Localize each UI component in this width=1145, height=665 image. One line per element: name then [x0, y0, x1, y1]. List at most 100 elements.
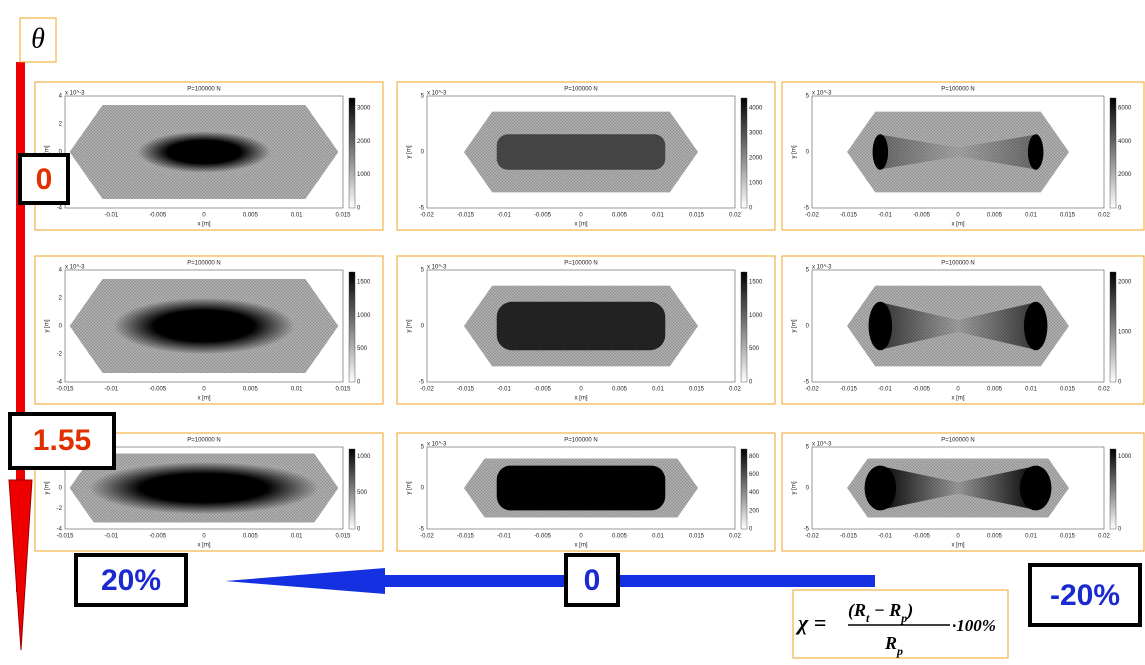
x-tick-label: 0.005 — [612, 534, 628, 540]
chi-arrow-head — [225, 568, 385, 594]
colorbar — [740, 97, 748, 209]
colorbar-tick-label: 1500 — [357, 280, 371, 286]
x-tick-label: -0.01 — [497, 387, 511, 393]
y-tick-label: 0 — [806, 324, 810, 330]
colorbar — [348, 97, 356, 209]
x-tick-label: 0.01 — [652, 213, 664, 219]
x-tick-label: 0.01 — [1025, 534, 1037, 540]
colorbar-tick-label: 0 — [357, 527, 361, 533]
x-tick-label: 0 — [956, 534, 960, 540]
x-tick-label: -0.02 — [420, 387, 434, 393]
panel-title: P=100000 N — [941, 87, 975, 93]
panel: P=100000 Nx [m]y [m]x 10^-3-0.02 -0.015 -0… — [396, 255, 776, 405]
y-label: y [m] — [792, 145, 798, 158]
contact-zone — [878, 465, 1038, 511]
x-label: x [m] — [952, 222, 965, 228]
y-tick-label: -5 — [804, 527, 810, 533]
x-tick-label: -0.01 — [878, 534, 892, 540]
y-tick-label: 4 — [59, 94, 63, 100]
x-tick-label: 0.005 — [612, 213, 628, 219]
theta-symbol: θ — [31, 23, 45, 54]
x-tick-label: -0.015 — [840, 534, 858, 540]
contact-zone — [496, 465, 666, 511]
x-tick-label: -0.015 — [56, 387, 74, 393]
exponent: x 10^-3 — [812, 91, 832, 97]
x-tick-label: 0.005 — [987, 213, 1003, 219]
x-label: x [m] — [198, 222, 211, 228]
contact-end — [1027, 134, 1044, 170]
colorbar — [740, 448, 748, 530]
colorbar-tick-label: 0 — [357, 380, 361, 386]
y-tick-label: 0 — [59, 486, 63, 492]
colorbar — [1109, 97, 1117, 209]
chi-left-box — [74, 553, 188, 607]
exponent: x 10^-3 — [812, 442, 832, 448]
contact-end — [868, 301, 893, 351]
formula-factor: ·100% — [952, 616, 996, 635]
colorbar — [348, 271, 356, 383]
contact-end — [1019, 465, 1052, 511]
colorbar-tick-label: 1000 — [357, 454, 371, 460]
x-tick-label: 0.015 — [1060, 387, 1076, 393]
x-tick-label: 0.02 — [729, 534, 741, 540]
colorbar-tick-label: 1500 — [749, 280, 763, 286]
x-tick-label: -0.015 — [457, 387, 475, 393]
x-tick-label: 0.015 — [335, 213, 351, 219]
colorbar-tick-label: 0 — [749, 527, 753, 533]
x-tick-label: 0 — [579, 387, 583, 393]
x-tick-label: 0.02 — [1098, 213, 1110, 219]
panel: P=100000 Nx [m]y [m]x 10^-3-0.02 -0.015 -0… — [781, 81, 1145, 231]
formula-numerator: (Rt − Rp) — [848, 600, 913, 625]
y-tick-label: -5 — [804, 380, 810, 386]
panel-title: P=100000 N — [564, 261, 598, 267]
y-tick-label: 5 — [806, 268, 810, 274]
y-tick-label: -5 — [419, 527, 425, 533]
x-tick-label: 0 — [202, 387, 206, 393]
colorbar-tick-label: 400 — [749, 490, 760, 496]
x-label: x [m] — [952, 396, 965, 402]
colorbar-tick-label: 4000 — [1118, 139, 1132, 145]
contact-end — [1023, 301, 1048, 351]
x-tick-label: -0.005 — [534, 213, 552, 219]
x-tick-label: 0.015 — [335, 387, 351, 393]
formula-part: − R — [869, 600, 901, 620]
x-tick-label: -0.005 — [913, 387, 931, 393]
colorbar — [348, 448, 356, 530]
colorbar-tick-label: 0 — [749, 380, 753, 386]
contact-zone — [137, 131, 271, 173]
y-tick-label: 0 — [421, 486, 425, 492]
formula: χ = (Rt − Rp) Rp ·100% — [795, 600, 996, 658]
x-tick-label: -0.01 — [104, 387, 118, 393]
x-label: x [m] — [575, 222, 588, 228]
y-tick-label: 5 — [421, 94, 425, 100]
y-tick-label: 0 — [806, 486, 810, 492]
x-tick-label: 0.01 — [291, 534, 303, 540]
contact-zone — [878, 134, 1038, 170]
x-tick-label: -0.01 — [497, 534, 511, 540]
y-label: y [m] — [45, 481, 51, 494]
x-tick-label: 0.02 — [1098, 387, 1110, 393]
panel-title: P=100000 N — [564, 438, 598, 444]
x-tick-label: -0.015 — [840, 387, 858, 393]
x-label: x [m] — [575, 543, 588, 549]
panel-title: P=100000 N — [941, 438, 975, 444]
exponent: x 10^-3 — [65, 91, 85, 97]
y-label: y [m] — [45, 319, 51, 332]
x-label: x [m] — [575, 396, 588, 402]
colorbar-tick-label: 0 — [1118, 380, 1122, 386]
y-tick-label: -4 — [57, 527, 63, 533]
y-tick-label: 0 — [59, 150, 63, 156]
x-tick-label: 0.01 — [291, 213, 303, 219]
panel: P=100000 Nx [m]y [m]x 10^-3-0.02 -0.015 -0… — [781, 432, 1145, 552]
x-tick-label: 0.015 — [1060, 213, 1076, 219]
formula-lhs: χ = — [795, 610, 826, 635]
panel: P=100000 Nx [m]y [m]x 10^-3-0.02 -0.015 -0… — [781, 255, 1145, 405]
x-tick-label: -0.015 — [457, 534, 475, 540]
y-tick-label: -5 — [804, 206, 810, 212]
y-tick-label: -4 — [57, 380, 63, 386]
contact-zone — [496, 301, 666, 351]
y-label: y [m] — [407, 145, 413, 158]
colorbar — [740, 271, 748, 383]
y-tick-label: -2 — [57, 352, 63, 358]
x-tick-label: 0.01 — [1025, 213, 1037, 219]
